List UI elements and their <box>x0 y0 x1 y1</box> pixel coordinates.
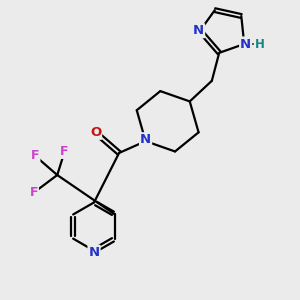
Text: N: N <box>240 38 251 50</box>
Text: O: O <box>90 126 101 139</box>
Text: N: N <box>88 246 100 259</box>
Text: N: N <box>140 133 151 146</box>
Text: N: N <box>193 24 204 37</box>
Text: F: F <box>60 145 69 158</box>
Text: F: F <box>29 186 38 199</box>
Text: H: H <box>255 38 265 50</box>
Text: F: F <box>31 149 39 162</box>
